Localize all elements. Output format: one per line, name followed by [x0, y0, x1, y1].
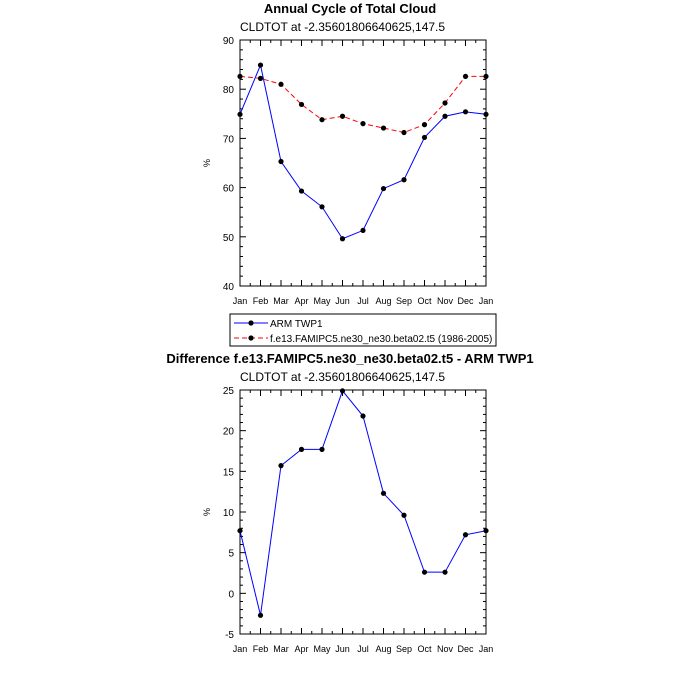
data-point	[319, 204, 325, 210]
y-tick-label: -5	[225, 630, 234, 641]
data-point	[421, 122, 428, 128]
chart-title: Difference f.e13.FAMIPC5.ne30_ne30.beta0…	[166, 351, 533, 366]
x-tick-label: Oct	[417, 644, 432, 654]
x-tick-label: Feb	[253, 296, 269, 306]
data-point	[339, 236, 346, 242]
plot-frame	[239, 389, 487, 635]
chart-subtitle: CLDTOT at -2.35601806640625,147.5	[240, 370, 445, 384]
x-tick-label: Aug	[375, 644, 391, 654]
data-point	[298, 101, 305, 108]
y-tick-label: 90	[223, 36, 235, 47]
data-point	[360, 413, 366, 419]
x-tick-label: Jul	[357, 644, 369, 654]
x-tick-label: Jan	[233, 296, 248, 306]
y-tick-label: 0	[228, 589, 234, 600]
x-tick-label: Dec	[457, 644, 474, 654]
data-point	[401, 512, 407, 518]
data-point	[319, 446, 325, 452]
data-point	[298, 188, 305, 194]
data-point	[483, 73, 489, 80]
data-point	[257, 612, 264, 618]
data-point	[380, 185, 387, 192]
y-tick-label: 50	[223, 233, 235, 244]
chart-title: Annual Cycle of Total Cloud	[264, 1, 436, 16]
y-axis-label: %	[202, 508, 212, 516]
x-tick-label: May	[313, 644, 331, 654]
data-point	[483, 111, 489, 117]
data-point	[237, 528, 243, 534]
legend-label: ARM TWP1	[270, 319, 323, 330]
y-tick-label: 60	[223, 184, 235, 195]
data-point	[319, 117, 325, 123]
chart-subtitle: CLDTOT at -2.35601806640625,147.5	[240, 20, 445, 34]
y-tick-label: 25	[223, 386, 235, 397]
x-tick-label: Jul	[357, 296, 369, 306]
data-point	[442, 569, 448, 575]
x-tick-label: Aug	[375, 296, 391, 306]
x-tick-label: Apr	[294, 644, 308, 654]
data-point	[401, 129, 407, 136]
x-tick-label: Nov	[437, 296, 454, 306]
x-tick-label: Oct	[417, 296, 432, 306]
data-point	[401, 177, 407, 183]
data-point	[483, 528, 489, 534]
data-point	[237, 111, 243, 117]
data-point	[421, 134, 428, 141]
y-tick-label: 70	[223, 134, 235, 145]
data-point	[360, 121, 366, 127]
y-tick-label: 5	[228, 549, 234, 560]
x-tick-label: Sep	[396, 644, 412, 654]
y-tick-label: 10	[223, 508, 235, 519]
data-point	[257, 75, 264, 81]
data-point	[339, 113, 346, 119]
data-point	[278, 81, 284, 87]
data-point	[442, 113, 448, 119]
data-point	[298, 446, 305, 452]
data-point	[421, 569, 428, 575]
x-tick-label: Mar	[273, 644, 289, 654]
x-tick-label: Apr	[294, 296, 308, 306]
legend-label: f.e13.FAMIPC5.ne30_ne30.beta02.t5 (1986-…	[270, 334, 492, 345]
legend-marker-1	[248, 335, 254, 341]
x-tick-label: Feb	[253, 644, 269, 654]
x-tick-label: Jun	[335, 644, 350, 654]
data-point	[462, 109, 469, 115]
series-line-0	[239, 63, 487, 240]
x-tick-label: Nov	[437, 644, 454, 654]
data-point	[462, 532, 469, 538]
data-point	[278, 463, 284, 469]
data-point	[237, 73, 243, 80]
data-point	[462, 73, 469, 80]
series-line-0	[239, 389, 487, 616]
y-tick-label: 20	[223, 427, 235, 438]
plot-frame	[239, 39, 487, 287]
data-point	[257, 62, 264, 68]
x-tick-label: Mar	[273, 296, 289, 306]
x-tick-label: Dec	[457, 296, 474, 306]
x-tick-label: Jan	[233, 644, 248, 654]
x-tick-label: May	[313, 296, 331, 306]
data-point	[380, 125, 387, 131]
data-point	[339, 388, 346, 394]
legend-box	[229, 313, 497, 347]
data-point	[278, 158, 284, 165]
x-tick-label: Sep	[396, 296, 412, 306]
data-point	[442, 100, 448, 106]
x-tick-label: Jun	[335, 296, 350, 306]
x-tick-label: Jan	[479, 296, 494, 306]
data-point	[380, 490, 387, 496]
y-tick-label: 15	[223, 467, 235, 478]
y-tick-label: 40	[223, 282, 235, 293]
data-point	[360, 227, 366, 234]
y-tick-label: 80	[223, 85, 235, 96]
legend-marker-0	[248, 320, 254, 326]
y-axis-label: %	[202, 159, 212, 167]
x-tick-label: Jan	[479, 644, 494, 654]
